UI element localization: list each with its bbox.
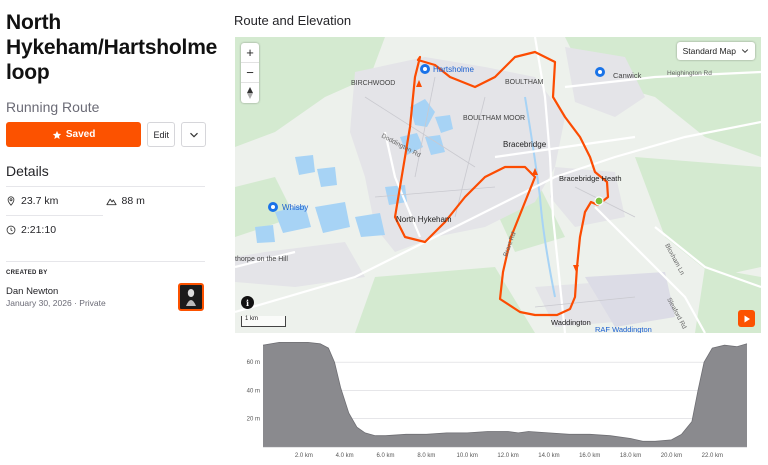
map-label: RAF Waddington (595, 325, 652, 333)
route-type: Running Route (6, 99, 100, 115)
more-options-button[interactable] (181, 122, 206, 147)
saved-button[interactable]: Saved (6, 122, 142, 147)
zoom-in-button[interactable]: + (241, 43, 259, 63)
map-label: Hartsholme (433, 65, 474, 74)
y-tick-label: 40 m (247, 388, 260, 394)
map-scale: 1 km (241, 316, 286, 327)
x-tick-label: 8.0 km (417, 453, 435, 459)
info-icon[interactable]: i (241, 296, 254, 309)
route-line (393, 50, 610, 317)
compass-icon (247, 87, 253, 99)
start-marker (594, 196, 604, 206)
details-heading: Details (6, 163, 49, 179)
avatar-image (186, 289, 196, 306)
route-actions: Saved Edit (6, 122, 206, 147)
distance-value: 23.7 km (21, 195, 59, 207)
x-tick-label: 18.0 km (620, 453, 641, 459)
map-label: Waddington (551, 318, 591, 327)
x-tick-label: 12.0 km (497, 453, 518, 459)
map-label: Canwick (613, 71, 642, 80)
elevation-area (263, 342, 747, 447)
x-tick-label: 2.0 km (295, 453, 313, 459)
route-arrows (416, 80, 579, 272)
y-tick-label: 60 m (247, 360, 260, 366)
location-pin-icon (7, 196, 15, 206)
compass-button[interactable] (241, 83, 259, 103)
creator-name[interactable]: Dan Newton (6, 286, 59, 297)
play-icon (744, 315, 750, 322)
route-info-panel: North Hykeham/Hartsholme loop Running Ro… (6, 10, 218, 311)
meta-separator: · (74, 298, 80, 308)
visibility: Private (79, 298, 106, 308)
map-label: Heighington Rd (667, 70, 712, 77)
elevation-value: 88 m (121, 195, 145, 207)
y-tick-label: 20 m (247, 417, 260, 423)
stats-row: 23.7 km 88 m (6, 186, 205, 215)
route-map[interactable]: BIRCHWOOD Hartsholme BOULTHAM Canwick He… (235, 37, 761, 333)
creator-info: Dan Newton January 30, 2026 · Private (6, 286, 106, 308)
time-value: 2:21:10 (21, 224, 57, 236)
x-tick-label: 6.0 km (377, 453, 395, 459)
map-label: BIRCHWOOD (351, 80, 395, 87)
flyover-button[interactable] (738, 310, 755, 327)
chevron-down-icon (741, 49, 749, 54)
x-tick-label: 10.0 km (457, 453, 478, 459)
created-by-heading: CREATED BY (6, 270, 48, 276)
divider (6, 261, 205, 262)
creator-meta: January 30, 2026 · Private (6, 298, 106, 308)
zoom-out-button[interactable]: − (241, 63, 259, 83)
map-pins (268, 64, 605, 212)
map-label: Whisby (282, 203, 308, 212)
section-title: Route and Elevation (234, 13, 352, 28)
avatar[interactable] (178, 283, 204, 311)
star-icon (52, 130, 62, 139)
x-tick-label: 14.0 km (538, 453, 559, 459)
x-tick-label: 20.0 km (661, 453, 682, 459)
map-label: thorpe on the Hill (235, 256, 288, 263)
zoom-controls: + − (241, 43, 259, 103)
clock-icon (6, 225, 16, 235)
mountain-icon (105, 198, 117, 206)
x-tick-label: 4.0 km (336, 453, 354, 459)
x-tick-label: 16.0 km (579, 453, 600, 459)
map-type-select[interactable]: Standard Map (676, 42, 755, 60)
map-type-label: Standard Map (682, 46, 736, 56)
x-tick-label: 22.0 km (702, 453, 723, 459)
map-label: BOULTHAM (505, 79, 544, 86)
elevation-line (262, 342, 748, 442)
map-label: North Hykeham (396, 215, 452, 224)
map-canvas: BIRCHWOOD Hartsholme BOULTHAM Canwick He… (235, 37, 761, 333)
saved-label: Saved (65, 129, 96, 140)
distance-stat: 23.7 km (6, 195, 106, 207)
creator-block: Dan Newton January 30, 2026 · Private (6, 283, 204, 311)
elevation-chart[interactable]: 20 m 40 m 60 m 2.0 km 4.0 km 6.0 km 8.0 km 10.0… (235, 335, 761, 463)
map-label: BOULTHAM MOOR (463, 115, 525, 122)
map-label: Bracebridge Heath (559, 174, 622, 183)
water-bodies (255, 99, 453, 243)
edit-button[interactable]: Edit (147, 122, 176, 147)
map-label: Bracebridge (503, 140, 547, 149)
route-title: North Hykeham/Hartsholme loop (6, 11, 218, 84)
elevation-stat: 88 m (105, 195, 206, 207)
chevron-down-icon (189, 132, 198, 138)
minor-roads (364, 76, 636, 308)
created-date: January 30, 2026 (6, 298, 72, 308)
time-stat: 2:21:10 (6, 224, 103, 236)
stats-row: 2:21:10 (6, 215, 103, 244)
stats-grid: 23.7 km 88 m 2:21:10 (6, 186, 205, 244)
river (524, 96, 556, 298)
